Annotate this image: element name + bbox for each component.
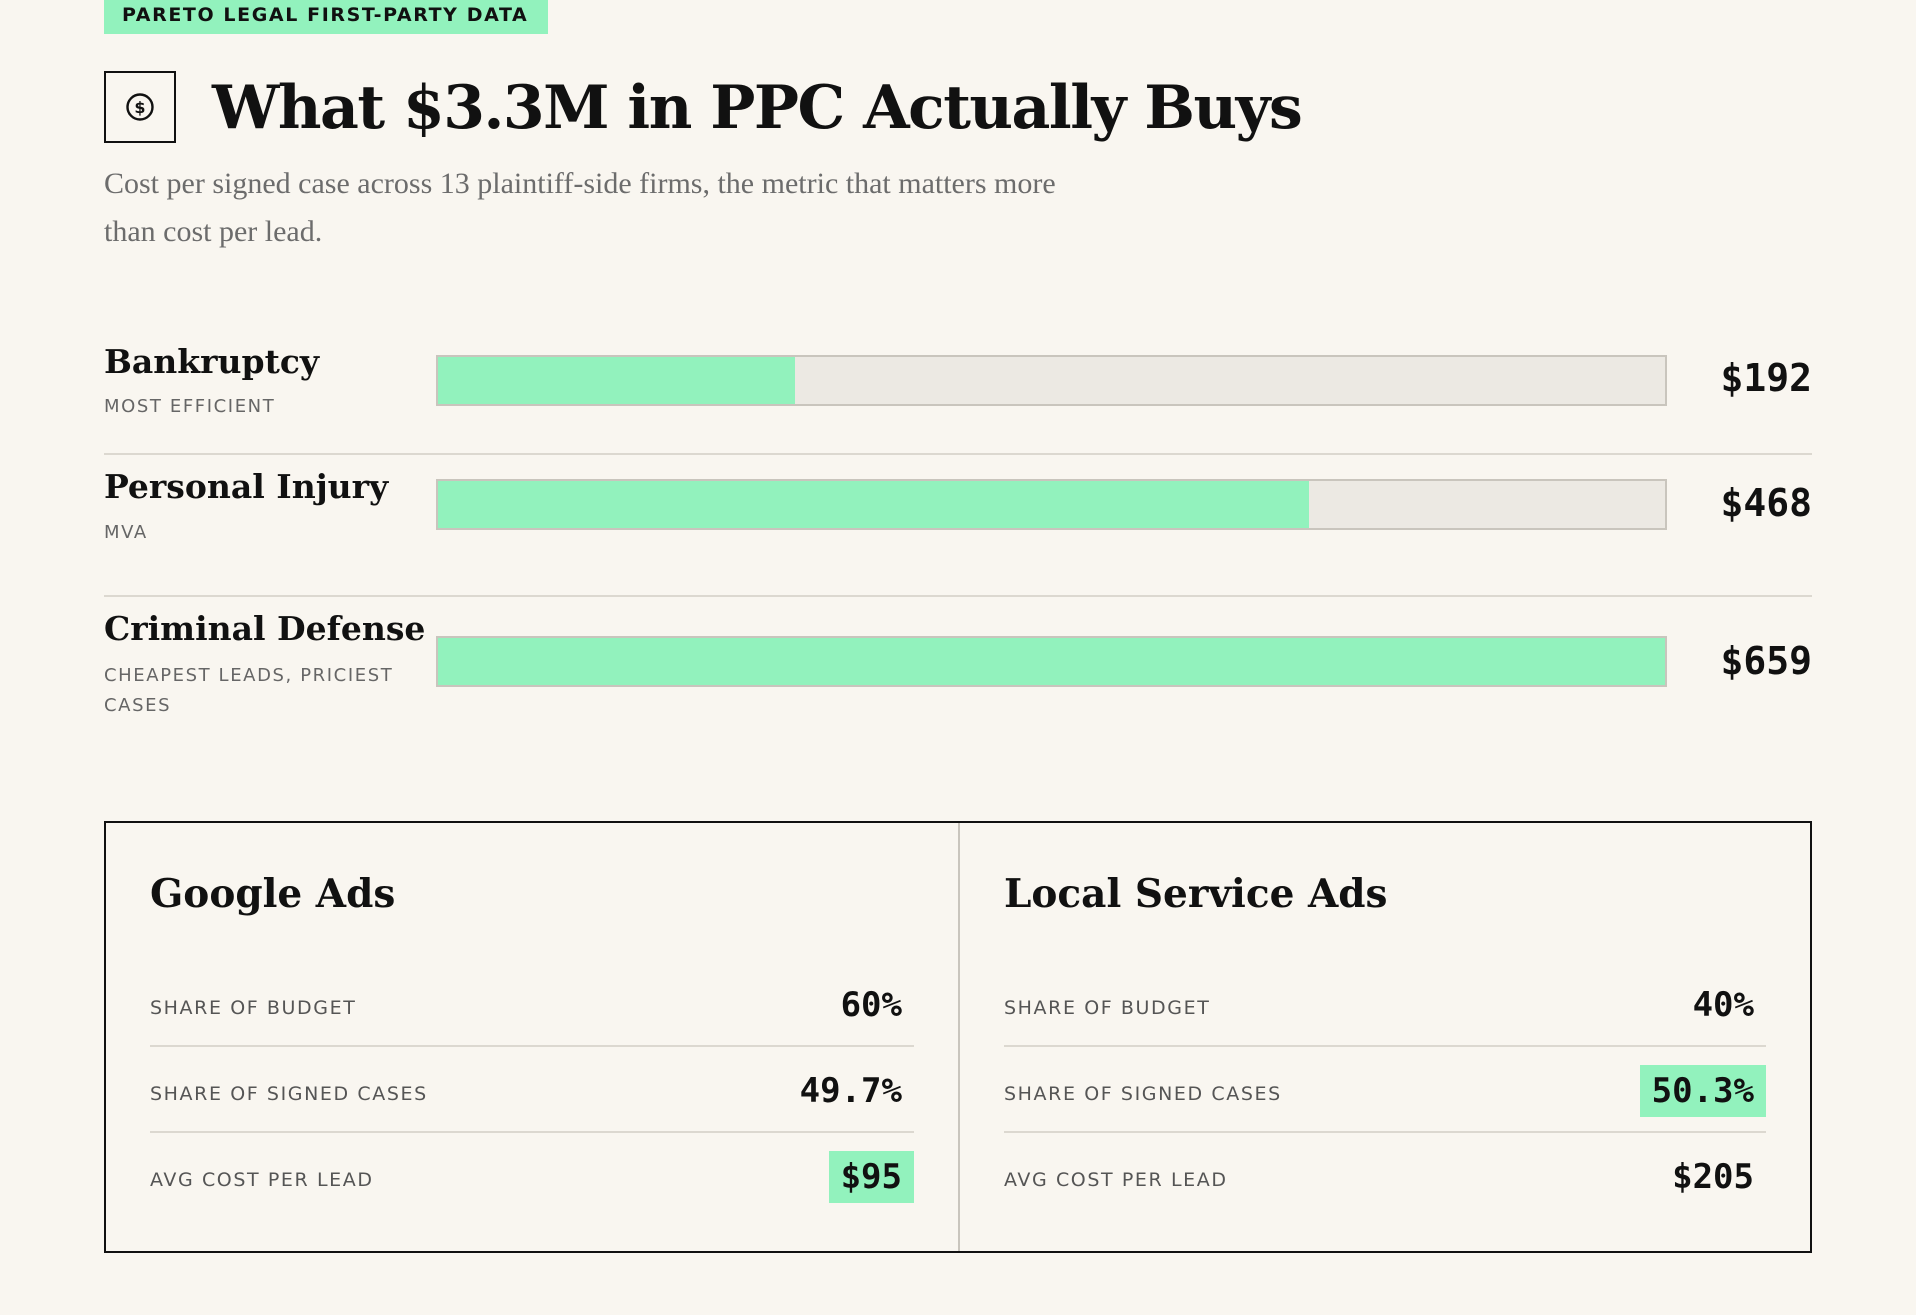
metric-share-of-signed-cases: SHARE OF SIGNED CASES 49.7% xyxy=(150,1045,914,1133)
row-name: Personal Injury xyxy=(104,467,389,506)
panel-title: Local Service Ads xyxy=(1004,871,1388,917)
metric-share-of-budget: SHARE OF BUDGET 40% xyxy=(1004,959,1766,1047)
row-value: $468 xyxy=(1720,481,1812,525)
row-note: MVA xyxy=(104,522,148,543)
header-icon-box: $ xyxy=(104,71,176,143)
source-tag: PARETO LEGAL FIRST-PARTY DATA xyxy=(104,0,549,34)
row-value: $192 xyxy=(1720,356,1812,400)
page-subtitle: Cost per signed case across 13 plaintiff… xyxy=(104,167,1056,248)
cost-per-case-list: Bankruptcy MOST EFFICIENT $192 Personal … xyxy=(104,335,1812,747)
bar-track xyxy=(436,636,1667,687)
row-criminal-defense: Criminal Defense CHEAPEST LEADS, PRICIES… xyxy=(104,595,1812,747)
row-name: Bankruptcy xyxy=(104,342,320,381)
channel-comparison: Google Ads SHARE OF BUDGET 60% SHARE OF … xyxy=(104,821,1812,1253)
bar-track xyxy=(436,355,1667,406)
row-note: CHEAPEST LEADS, PRICIEST CASES xyxy=(104,665,394,716)
svg-text:$: $ xyxy=(134,98,145,117)
metric-label: AVG COST PER LEAD xyxy=(1004,1169,1228,1191)
bar-fill xyxy=(438,638,1665,685)
metric-label: AVG COST PER LEAD xyxy=(150,1169,374,1191)
metric-value: 50.3% xyxy=(1639,1065,1766,1117)
page-title: What $3.3M in PPC Actually Buys xyxy=(212,73,1303,143)
metric-avg-cost-per-lead: AVG COST PER LEAD $205 xyxy=(1004,1131,1766,1217)
metric-share-of-budget: SHARE OF BUDGET 60% xyxy=(150,959,914,1047)
row-bankruptcy: Bankruptcy MOST EFFICIENT $192 xyxy=(104,335,1812,453)
metric-value: $205 xyxy=(1672,1157,1754,1197)
metric-share-of-signed-cases: SHARE OF SIGNED CASES 50.3% xyxy=(1004,1045,1766,1133)
metric-value: 40% xyxy=(1692,985,1754,1025)
metric-label: SHARE OF SIGNED CASES xyxy=(1004,1083,1282,1105)
bar-fill xyxy=(438,481,1310,528)
metric-label: SHARE OF SIGNED CASES xyxy=(150,1083,428,1105)
metric-label: SHARE OF BUDGET xyxy=(150,997,357,1019)
metric-value: 60% xyxy=(840,985,902,1025)
row-name: Criminal Defense xyxy=(104,609,426,648)
metric-label: SHARE OF BUDGET xyxy=(1004,997,1211,1019)
row-personal-injury: Personal Injury MVA $468 xyxy=(104,453,1812,595)
bar-fill xyxy=(438,357,796,404)
metric-avg-cost-per-lead: AVG COST PER LEAD $95 xyxy=(150,1131,914,1217)
row-value: $659 xyxy=(1720,639,1812,683)
bar-track xyxy=(436,479,1667,530)
panel-local-service-ads: Local Service Ads SHARE OF BUDGET 40% SH… xyxy=(958,823,1810,1251)
dollar-circle-icon: $ xyxy=(126,93,154,121)
panel-google-ads: Google Ads SHARE OF BUDGET 60% SHARE OF … xyxy=(106,823,958,1251)
metric-value: $95 xyxy=(828,1151,914,1203)
row-note: MOST EFFICIENT xyxy=(104,396,276,417)
metric-value: 49.7% xyxy=(799,1071,902,1111)
panel-title: Google Ads xyxy=(150,871,396,917)
